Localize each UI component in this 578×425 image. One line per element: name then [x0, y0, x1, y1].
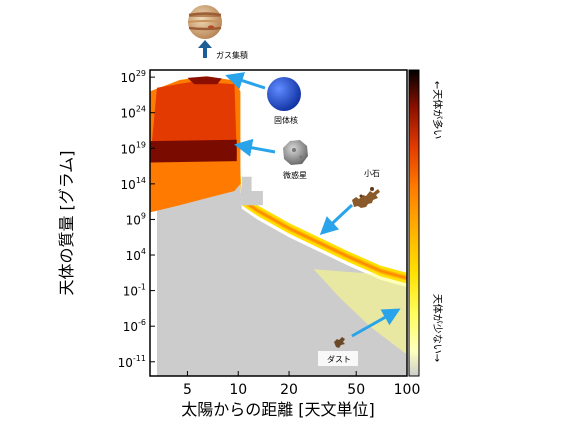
y-tick-label: 1024	[121, 105, 146, 121]
solid-core-planet-icon	[267, 77, 301, 111]
heatmap-gray-steps	[241, 176, 263, 206]
y-axis-ticks: 1029 1024 1019 1014 109 104 10-1 10-6 10-11	[118, 69, 155, 370]
x-tick-label: 20	[280, 382, 298, 398]
y-tick-label: 10-11	[118, 354, 146, 370]
plot-frame	[149, 69, 408, 377]
heatmap-layer	[150, 76, 407, 376]
x-tick-label: 100	[394, 382, 421, 398]
pebble-label: 小石	[364, 169, 380, 178]
gas-accretion-label: ガス集積	[216, 50, 248, 60]
solid-core-arrow	[225, 72, 266, 90]
heatmap-dust-band	[313, 269, 407, 355]
y-tick-label: 1029	[121, 69, 146, 85]
y-tick-label: 10-6	[123, 318, 146, 334]
heatmap-gas-accretion-peak	[187, 76, 222, 85]
planetesimal-arrow	[234, 138, 276, 157]
y-tick-label: 104	[126, 247, 146, 263]
x-tick-label: 5	[183, 382, 192, 398]
colorbar-top-label: ←天体が多い	[431, 81, 444, 139]
pebble-icon	[352, 187, 380, 208]
y-tick-label: 10-1	[123, 283, 146, 299]
heatmap-planetesimal-stripe	[150, 139, 237, 163]
y-tick-label: 1014	[121, 176, 146, 192]
colorbar-bottom-label: 天体が少ない→	[431, 294, 444, 362]
colorbar	[408, 69, 420, 377]
y-tick-label: 109	[126, 211, 146, 227]
gas-accretion-arrow	[198, 40, 212, 58]
planetesimal-icon	[283, 140, 308, 165]
dust-label-bg	[318, 351, 358, 366]
x-tick-label: 10	[229, 382, 247, 398]
solid-core-label: 固体核	[274, 115, 298, 125]
pebble-arrow	[319, 203, 354, 236]
x-axis-ticks: 5 10 20 50 100	[183, 371, 420, 398]
y-tick-label: 1019	[121, 140, 146, 156]
dust-label: ダスト	[327, 354, 351, 364]
dust-icon	[334, 337, 345, 348]
x-axis-label: 太陽からの距離 [天文単位]	[181, 400, 375, 419]
x-tick-label: 50	[347, 382, 365, 398]
y-axis-label: 天体の質量 [グラム]	[57, 150, 76, 295]
dust-arrow	[351, 308, 401, 338]
planetesimal-label: 微惑星	[283, 170, 307, 180]
jupiter-icon	[187, 5, 223, 39]
